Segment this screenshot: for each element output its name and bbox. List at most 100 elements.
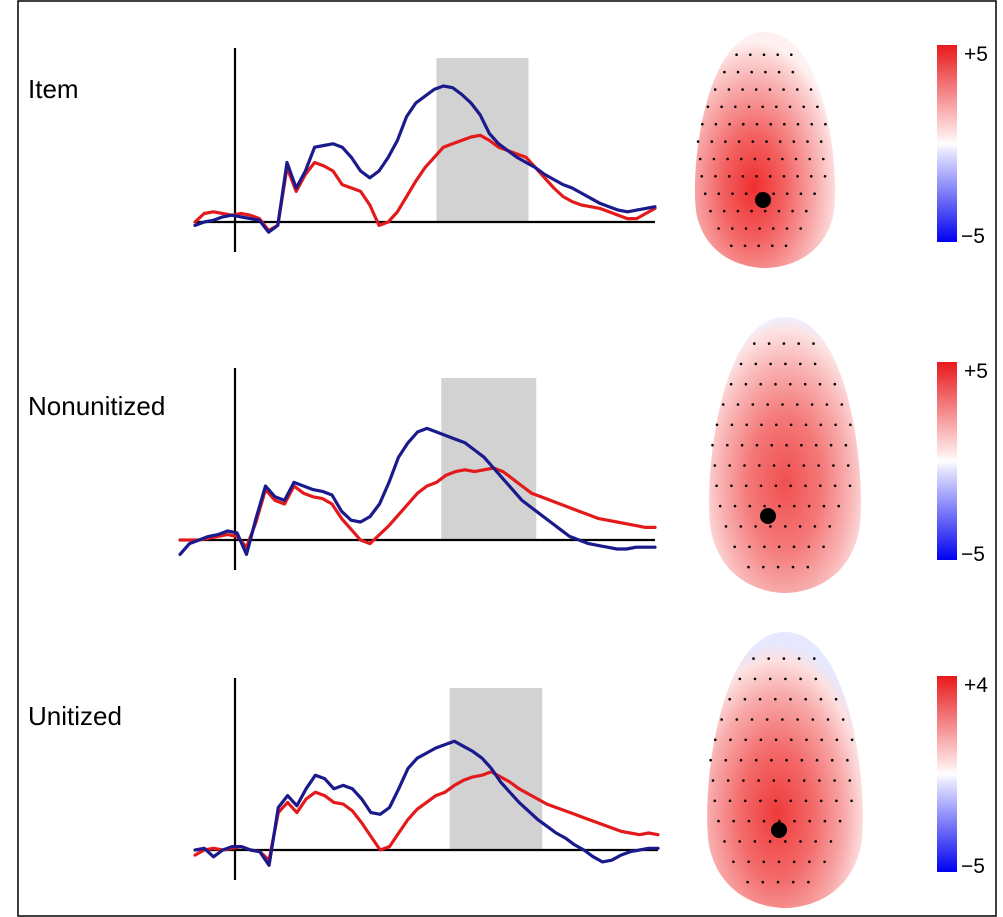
electrode-dot	[733, 504, 737, 508]
scale-max-label: +5	[964, 43, 988, 66]
electrode-dot	[804, 697, 807, 701]
electrode-dot	[777, 545, 781, 549]
electrode-dot	[778, 140, 782, 143]
electrode-dot	[777, 70, 781, 74]
color-scale: +5 −5	[937, 360, 988, 566]
electrode-dot	[774, 697, 777, 701]
electrode-dot	[768, 88, 772, 91]
electrode-dot	[769, 525, 772, 528]
electrode-dot	[747, 565, 750, 569]
electrode-dot	[728, 697, 731, 701]
electrode-dot	[745, 423, 748, 427]
electrode-dot	[767, 342, 771, 345]
electrode-dot	[814, 840, 817, 843]
panel-nonunitized: Nonunitized +5 −5	[28, 317, 988, 593]
electrode-dot	[743, 464, 746, 467]
electrode-dot	[791, 209, 794, 213]
electrode-dot	[789, 799, 793, 803]
electrode-dot	[774, 382, 777, 386]
electrode-dot	[732, 860, 735, 864]
electrode-dot	[796, 122, 800, 126]
electrode-dot	[736, 209, 740, 213]
electrode-dot	[783, 122, 786, 126]
electrode-dot	[757, 779, 760, 782]
scalp-topomap	[709, 317, 861, 593]
electrode-dot	[748, 504, 752, 508]
electrode-dot	[782, 175, 786, 178]
electrode-dot	[744, 738, 747, 742]
scale-min-label: −5	[961, 543, 985, 566]
electrode-dot	[799, 362, 802, 366]
electrode-dot	[815, 758, 819, 762]
electrode-dot	[760, 423, 763, 427]
electrode-dot	[764, 70, 767, 74]
electrode-dot	[754, 88, 758, 91]
electrode-dot	[728, 122, 731, 126]
electrode-dot	[740, 157, 743, 161]
electrode-dot	[811, 718, 815, 721]
electrode-dot	[730, 423, 734, 427]
electrode-dot	[823, 860, 826, 864]
electrode-dot	[714, 175, 717, 178]
electrode-dot	[806, 565, 810, 569]
electrode-dot	[721, 403, 725, 406]
electrode-dot	[722, 209, 726, 213]
electrode-dot	[787, 464, 791, 467]
electrode-dot	[794, 157, 798, 161]
electrode-dot	[723, 70, 726, 74]
electrode-dot	[808, 860, 811, 864]
electrode-dot	[736, 70, 740, 74]
electrode-dot	[711, 443, 714, 447]
electrode-dot	[793, 819, 796, 823]
electrode-dot	[717, 227, 720, 230]
waveform-red	[193, 133, 657, 233]
electrode-dot	[766, 403, 769, 406]
electrode-dot	[802, 779, 806, 782]
condition-label: Nonunitized	[28, 391, 165, 421]
electrode-dot	[804, 484, 807, 488]
electrode-dot	[809, 88, 813, 91]
electrode-dot	[810, 403, 814, 406]
electrode-dot	[709, 209, 712, 213]
electrode-dot	[755, 443, 759, 447]
electrode-dot	[755, 122, 759, 126]
electrode-dot	[817, 464, 820, 467]
electrode-dot	[738, 840, 741, 843]
electrode-dot	[753, 157, 757, 161]
head-outline	[707, 632, 863, 908]
electrode-dot	[818, 779, 821, 782]
electrode-dot	[789, 382, 792, 386]
electrode-dot	[785, 192, 789, 195]
electrode-dot	[788, 105, 792, 109]
electrode-dot	[747, 819, 751, 823]
electrode-dot	[737, 140, 741, 143]
electrode-dot	[796, 718, 799, 721]
electrode-dot	[767, 157, 770, 161]
electrode-dot	[744, 484, 748, 488]
electrode-dot	[715, 423, 719, 427]
analysis-window	[436, 58, 529, 222]
electrode-dot	[793, 504, 796, 508]
electrode-dot	[744, 227, 748, 230]
electrode-dot	[731, 227, 734, 230]
electrode-dot	[762, 53, 766, 56]
electrode-dot	[718, 504, 722, 508]
electrode-dot	[759, 799, 762, 803]
electrode-dot	[762, 860, 766, 864]
electrode-dot	[768, 840, 772, 843]
electrode-dot	[803, 382, 807, 386]
electrode-dot	[750, 209, 753, 213]
panel-unitized: Unitized +4 −5	[28, 632, 988, 908]
electrode-dot	[813, 525, 817, 528]
electrode-dot	[822, 545, 825, 549]
electrode-dot	[776, 53, 779, 56]
waveform-blue	[193, 739, 660, 867]
electrode-dot	[850, 738, 854, 742]
waveform-blue	[193, 84, 657, 234]
electrode-dot	[804, 423, 808, 427]
electrode-dot	[696, 140, 700, 143]
electrode-dot	[714, 122, 718, 126]
condition-label: Unitized	[28, 701, 122, 731]
electrode-dot	[746, 880, 749, 884]
